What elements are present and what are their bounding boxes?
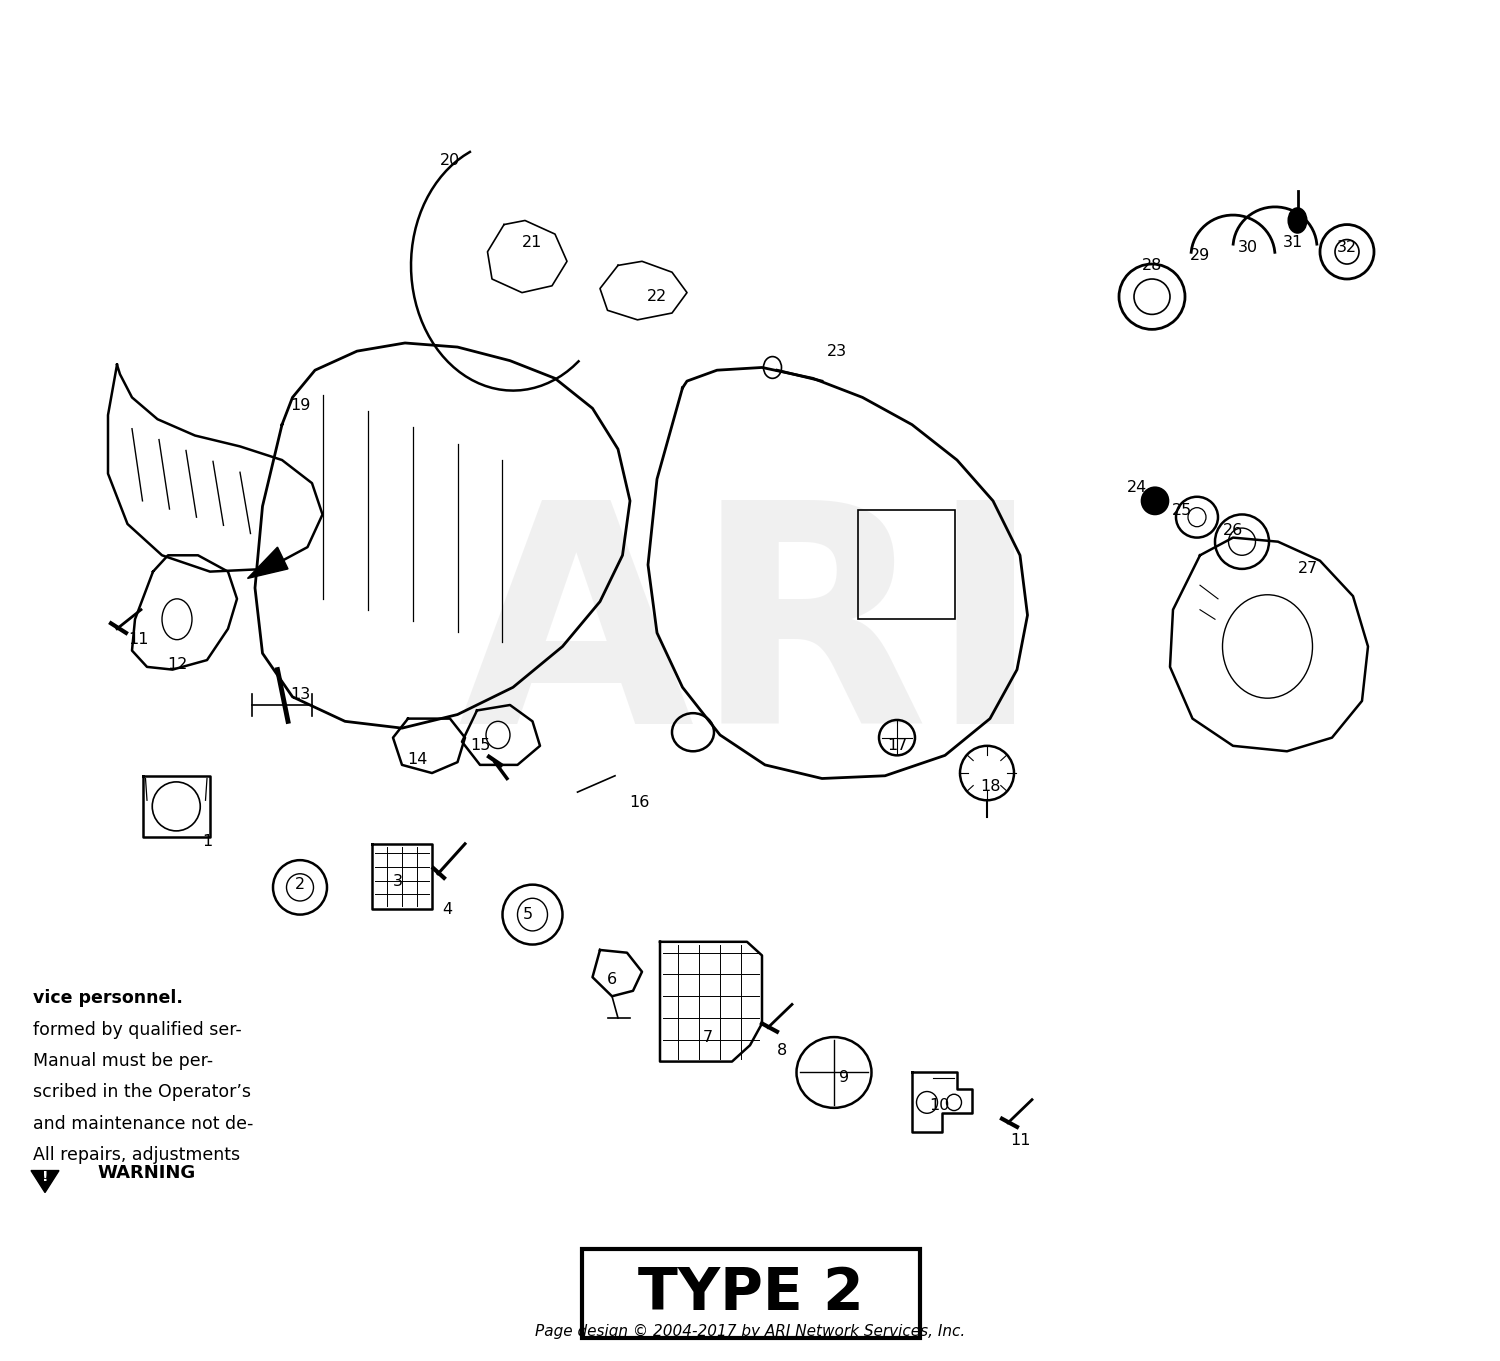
Text: 18: 18 [980,778,1000,795]
Text: 7: 7 [704,1029,712,1045]
Text: 22: 22 [646,289,668,305]
Text: 20: 20 [440,152,460,169]
Bar [858,510,956,619]
Text: vice personnel.: vice personnel. [33,989,183,1007]
Text: 32: 32 [1336,240,1358,256]
Text: 31: 31 [1282,234,1304,250]
Text: 11: 11 [1010,1132,1031,1149]
Text: TYPE 2: TYPE 2 [638,1266,864,1322]
Text: 27: 27 [1298,561,1318,577]
Text: 14: 14 [406,751,427,768]
Text: All repairs, adjustments: All repairs, adjustments [33,1146,240,1164]
Text: 1: 1 [202,833,211,849]
Ellipse shape [1288,208,1306,233]
Text: 6: 6 [608,972,616,988]
Text: 30: 30 [1238,240,1258,256]
Text: WARNING: WARNING [98,1164,195,1183]
Text: 3: 3 [393,874,402,890]
Text: Manual must be per-: Manual must be per- [33,1052,213,1070]
Text: 26: 26 [1222,523,1244,539]
Text: 17: 17 [886,738,908,754]
Text: 4: 4 [442,901,452,917]
Text: !: ! [42,1169,48,1184]
Text: 5: 5 [524,906,532,923]
Text: 11: 11 [128,632,148,648]
Text: 10: 10 [928,1097,950,1113]
Text: scribed in the Operator’s: scribed in the Operator’s [33,1083,251,1101]
Text: formed by qualified ser-: formed by qualified ser- [33,1021,242,1038]
Text: and maintenance not de-: and maintenance not de- [33,1115,254,1132]
Text: Page design © 2004-2017 by ARI Network Services, Inc.: Page design © 2004-2017 by ARI Network S… [536,1323,964,1339]
Text: 29: 29 [1190,248,1210,264]
Text: 28: 28 [1142,257,1162,274]
Polygon shape [32,1170,58,1192]
Ellipse shape [1142,487,1168,514]
Text: 2: 2 [296,876,304,893]
Text: 19: 19 [290,397,310,414]
Text: 25: 25 [1172,502,1192,519]
Text: 8: 8 [777,1043,786,1059]
Text: 12: 12 [166,656,188,672]
Text: 9: 9 [840,1070,849,1086]
Text: 21: 21 [522,234,543,250]
Bar [582,1249,920,1338]
Text: 23: 23 [827,343,848,359]
Text: 13: 13 [290,686,310,702]
Text: 24: 24 [1126,479,1148,495]
Text: ARI: ARI [458,491,1042,788]
Polygon shape [248,547,288,578]
Text: 15: 15 [470,738,490,754]
Text: 16: 16 [628,795,650,811]
